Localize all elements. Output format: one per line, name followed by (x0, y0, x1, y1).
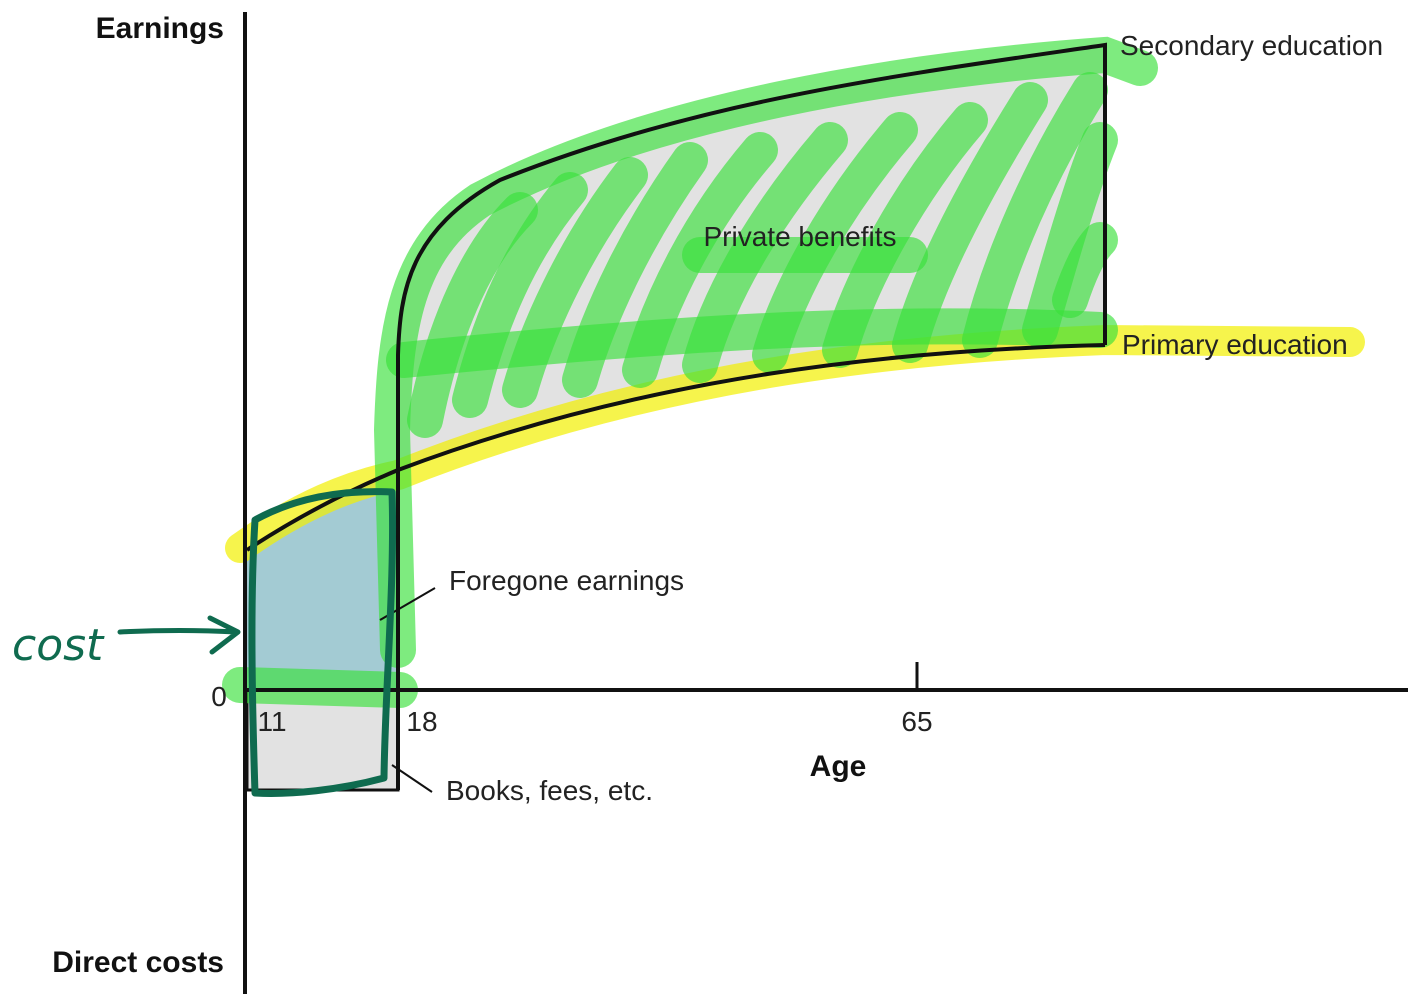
foregone-earnings-area (247, 470, 398, 690)
x-axis-title-age: Age (810, 750, 867, 783)
y-axis-title-direct-costs: Direct costs (52, 946, 224, 979)
primary-education-curve (245, 343, 1106, 552)
secondary-education-curve (396, 42, 1107, 790)
books-fees-label: Books, fees, etc. (446, 775, 653, 806)
secondary-education-label: Secondary education (1120, 30, 1383, 61)
handwritten-arrow (117, 615, 241, 655)
tick-label-18: 18 (406, 706, 437, 737)
tick-label-11: 11 (257, 706, 286, 737)
handwritten-cost-label: cost (12, 620, 105, 671)
handwritten-cost-box (248, 488, 397, 797)
books-leader-line (391, 764, 433, 793)
green-highlight-scribble (222, 36, 1158, 708)
y-axis-title-earnings: Earnings (96, 12, 224, 45)
private-benefits-label: Private benefits (704, 221, 897, 252)
origin-label: 0 (211, 681, 227, 712)
primary-education-label: Primary education (1122, 329, 1348, 360)
foregone-earnings-label: Foregone earnings (449, 565, 684, 596)
tick-label-65: 65 (901, 706, 932, 737)
